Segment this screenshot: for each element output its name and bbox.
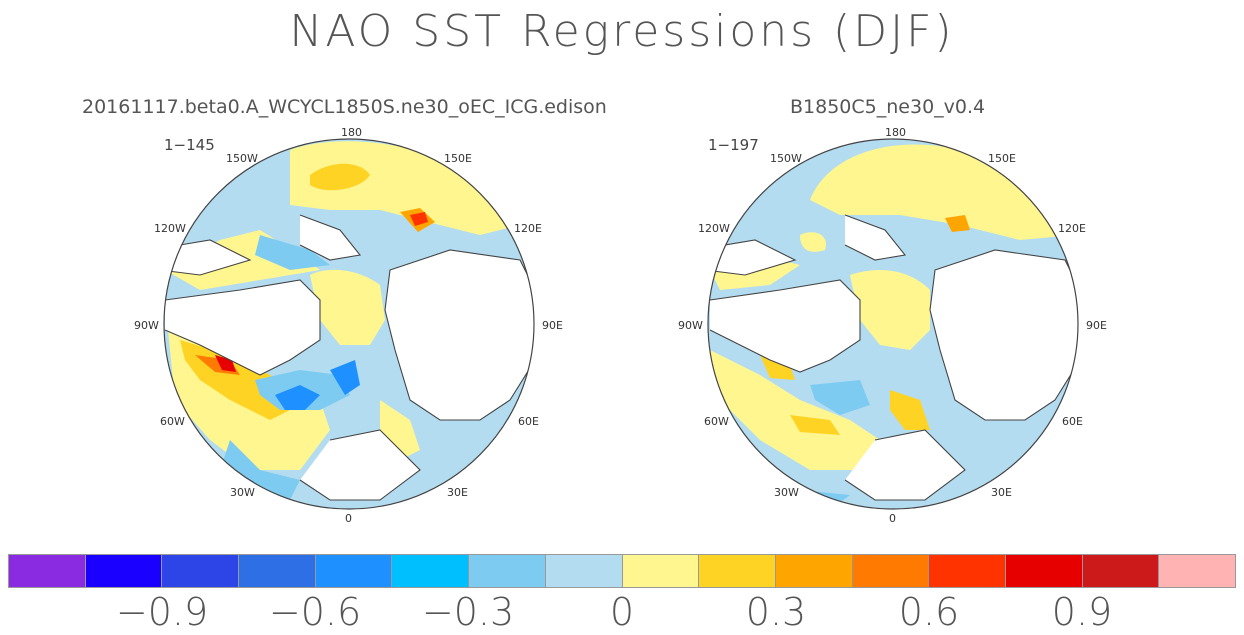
colorbar-swatch [239,555,316,587]
panel-2-range: 1−197 [708,136,759,154]
panel-1-range: 1−145 [164,136,215,154]
panel-2-map [708,139,1078,509]
p1-lon-60w: 60W [160,415,185,428]
p1-lon-30w: 30W [230,486,255,499]
p1-lon-0: 0 [345,512,352,525]
colorbar-swatch [85,555,163,587]
panel-1-title: 20161117.beta0.A_WCYCL1850S.ne30_oEC_ICG… [82,96,607,118]
p1-lon-150e: 150E [444,152,472,165]
colorbar-swatch [469,555,546,587]
p2-lon-90e: 90E [1086,319,1107,332]
p1-lon-30e: 30E [447,486,468,499]
p2-lon-90w: 90W [678,319,703,332]
colorbar-label-06: 0.6 [898,590,960,634]
p2-lon-0: 0 [889,512,896,525]
p2-lon-30w: 30W [774,486,799,499]
p2-lon-60w: 60W [704,415,729,428]
p1-lon-90e: 90E [542,319,563,332]
colorbar-swatch [392,555,470,587]
p1-lon-120e: 120E [514,222,542,235]
colorbar-label-neg09: −0.9 [115,590,209,634]
colorbar-label-0: 0 [609,590,635,634]
figure-title: NAO SST Regressions (DJF) [289,6,955,57]
colorbar-swatch [699,555,776,587]
p1-lon-120w: 120W [154,222,186,235]
p1-lon-60e: 60E [518,415,539,428]
p2-lon-180: 180 [885,126,906,139]
panel-2-title: B1850C5_ne30_v0.4 [790,96,986,118]
colorbar-swatch [1159,555,1235,587]
p2-lon-150e: 150E [988,152,1016,165]
colorbar-label-neg06: −0.6 [268,590,362,634]
p2-lon-30e: 30E [991,486,1012,499]
p2-lon-120w: 120W [698,222,730,235]
p1-lon-90w: 90W [134,319,159,332]
colorbar-label-09: 0.9 [1051,590,1113,634]
colorbar-label-03: 0.3 [745,590,807,634]
colorbar-swatch [315,555,393,587]
colorbar-swatch [852,555,930,587]
colorbar [8,554,1236,588]
colorbar-swatch [162,555,240,587]
colorbar-label-neg03: −0.3 [421,590,515,634]
colorbar-swatch [545,555,623,587]
p2-lon-120e: 120E [1058,222,1086,235]
colorbar-swatch [9,555,86,587]
p2-lon-60e: 60E [1062,415,1083,428]
polar-maps [163,138,1079,510]
p2-lon-150w: 150W [770,152,802,165]
colorbar-swatch [1082,555,1160,587]
colorbar-swatch [775,555,853,587]
p1-lon-180: 180 [341,126,362,139]
p1-lon-150w: 150W [226,152,258,165]
colorbar-swatch [1005,555,1083,587]
colorbar-swatch [929,555,1006,587]
panel-1-map [164,139,534,509]
colorbar-swatch [622,555,700,587]
